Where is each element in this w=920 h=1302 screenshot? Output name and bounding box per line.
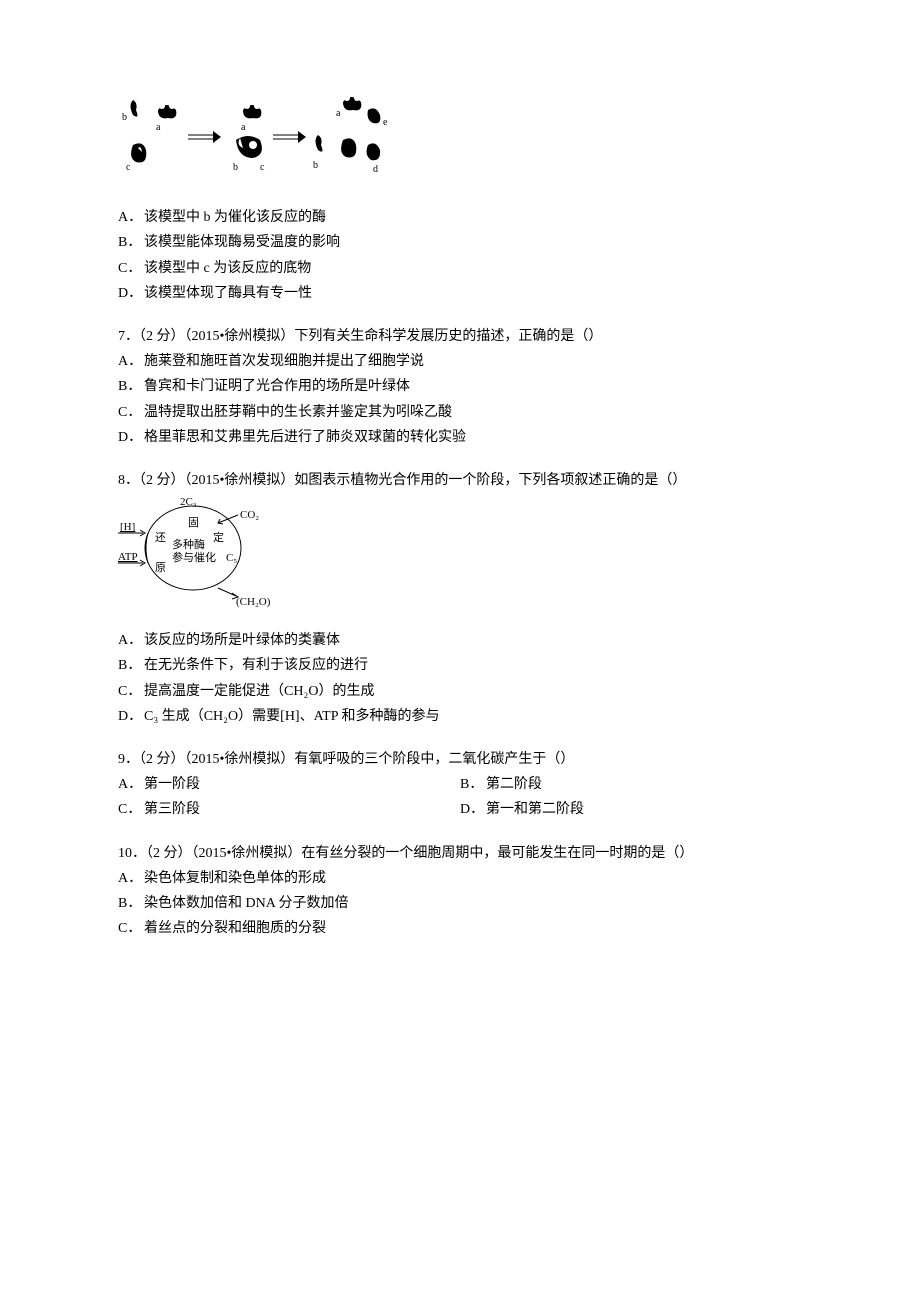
q6-option-c: C． 该模型中 c 为该反应的底物 — [118, 256, 802, 281]
svg-text:CO₂: CO₂ — [240, 509, 259, 521]
svg-text:a: a — [156, 122, 161, 133]
q8-option-b: B． 在无光条件下，有利于该反应的进行 — [118, 653, 802, 678]
option-letter: D． — [118, 425, 144, 450]
svg-text:ATP: ATP — [118, 551, 138, 563]
option-text: 第一阶段 — [144, 772, 460, 797]
svg-text:原: 原 — [155, 562, 166, 574]
svg-text:b: b — [233, 162, 238, 173]
q9-option-b: B． 第二阶段 — [460, 772, 802, 797]
q9-stem: 9．（2 分）（2015•徐州模拟）有氧呼吸的三个阶段中，二氧化碳产生于（） — [118, 747, 802, 772]
option-text: 格里菲思和艾弗里先后进行了肺炎双球菌的转化实验 — [144, 425, 802, 450]
option-text: 该模型能体现酶易受温度的影响 — [144, 230, 802, 255]
q7-option-d: D． 格里菲思和艾弗里先后进行了肺炎双球菌的转化实验 — [118, 425, 802, 450]
option-text: 第二阶段 — [486, 772, 802, 797]
option-letter: B． — [460, 772, 486, 797]
svg-text:2C₃: 2C₃ — [180, 496, 197, 508]
svg-text:a: a — [336, 108, 341, 119]
option-text: 在无光条件下，有利于该反应的进行 — [144, 653, 802, 678]
q6-option-d: D． 该模型体现了酶具有专一性 — [118, 281, 802, 306]
svg-text:定: 定 — [213, 530, 224, 544]
option-text: 鲁宾和卡门证明了光合作用的场所是叶绿体 — [144, 374, 802, 399]
option-letter: C． — [118, 400, 144, 425]
option-letter: A． — [118, 772, 144, 797]
option-text: C₃ 生成（CH₂O）需要[H]、ATP 和多种酶的参与 — [144, 704, 802, 729]
option-text: 温特提取出胚芽鞘中的生长素并鉴定其为吲哚乙酸 — [144, 400, 802, 425]
document-page: b a c a — [0, 0, 920, 1302]
q6-option-b: B． 该模型能体现酶易受温度的影响 — [118, 230, 802, 255]
option-letter: C． — [118, 256, 144, 281]
option-letter: A． — [118, 628, 144, 653]
svg-text:(CH₂O): (CH₂O) — [236, 596, 271, 608]
option-letter: D． — [118, 281, 144, 306]
q7-block: 7．（2 分）（2015•徐州模拟）下列有关生命科学发展历史的描述，正确的是（）… — [118, 324, 802, 450]
q7-option-c: C． 温特提取出胚芽鞘中的生长素并鉴定其为吲哚乙酸 — [118, 400, 802, 425]
option-text: 第一和第二阶段 — [486, 797, 802, 822]
option-letter: A． — [118, 349, 144, 374]
q10-option-b: B． 染色体数加倍和 DNA 分子数加倍 — [118, 891, 802, 916]
q7-option-a: A． 施莱登和施旺首次发现细胞并提出了细胞学说 — [118, 349, 802, 374]
option-letter: B． — [118, 230, 144, 255]
q8-option-a: A． 该反应的场所是叶绿体的类囊体 — [118, 628, 802, 653]
option-text: 第三阶段 — [144, 797, 460, 822]
svg-text:d: d — [373, 164, 378, 175]
option-letter: B． — [118, 374, 144, 399]
option-text: 施莱登和施旺首次发现细胞并提出了细胞学说 — [144, 349, 802, 374]
q8-photosynthesis-diagram: 2C₃ CO₂ 固 定 [H] 还 多种酶 参与催化 ATP 原 C₅ (CH₂ — [118, 493, 802, 622]
q8-stem: 8．（2 分）（2015•徐州模拟）如图表示植物光合作用的一个阶段，下列各项叙述… — [118, 468, 802, 493]
q9-block: 9．（2 分）（2015•徐州模拟）有氧呼吸的三个阶段中，二氧化碳产生于（） A… — [118, 747, 802, 823]
option-text: 着丝点的分裂和细胞质的分裂 — [144, 916, 802, 941]
option-letter: B． — [118, 891, 144, 916]
option-letter: A． — [118, 866, 144, 891]
q9-row1: A． 第一阶段 B． 第二阶段 — [118, 772, 802, 797]
q9-row2: C． 第三阶段 D． 第一和第二阶段 — [118, 797, 802, 822]
option-text: 该反应的场所是叶绿体的类囊体 — [144, 628, 802, 653]
option-letter: D． — [460, 797, 486, 822]
option-letter: C． — [118, 679, 144, 704]
q8-block: 8．（2 分）（2015•徐州模拟）如图表示植物光合作用的一个阶段，下列各项叙述… — [118, 468, 802, 729]
svg-text:C₅: C₅ — [226, 552, 237, 564]
photosyn-svg: 2C₃ CO₂ 固 定 [H] 还 多种酶 参与催化 ATP 原 C₅ (CH₂ — [118, 493, 278, 613]
option-text: 染色体数加倍和 DNA 分子数加倍 — [144, 891, 802, 916]
option-text: 提高温度一定能促进（CH₂O）的生成 — [144, 679, 802, 704]
q6-enzyme-diagram: b a c a — [118, 90, 802, 199]
svg-text:b: b — [122, 112, 127, 123]
option-text: 染色体复制和染色单体的形成 — [144, 866, 802, 891]
q9-option-d: D． 第一和第二阶段 — [460, 797, 802, 822]
q9-option-a: A． 第一阶段 — [118, 772, 460, 797]
svg-text:a: a — [241, 122, 246, 133]
q10-option-a: A． 染色体复制和染色单体的形成 — [118, 866, 802, 891]
svg-text:e: e — [383, 117, 388, 128]
q10-block: 10．（2 分）（2015•徐州模拟）在有丝分裂的一个细胞周期中，最可能发生在同… — [118, 841, 802, 942]
q6-option-a: A． 该模型中 b 为催化该反应的酶 — [118, 205, 802, 230]
q10-stem: 10．（2 分）（2015•徐州模拟）在有丝分裂的一个细胞周期中，最可能发生在同… — [118, 841, 802, 866]
svg-text:b: b — [313, 160, 318, 171]
q9-option-c: C． 第三阶段 — [118, 797, 460, 822]
option-text: 该模型中 b 为催化该反应的酶 — [144, 205, 802, 230]
option-letter: C． — [118, 797, 144, 822]
svg-text:多种酶: 多种酶 — [172, 537, 205, 551]
option-letter: C． — [118, 916, 144, 941]
q8-option-c: C． 提高温度一定能促进（CH₂O）的生成 — [118, 679, 802, 704]
svg-text:还: 还 — [155, 531, 166, 544]
svg-text:[H]: [H] — [120, 521, 135, 533]
svg-text:参与催化: 参与催化 — [172, 550, 216, 564]
option-letter: A． — [118, 205, 144, 230]
option-letter: D． — [118, 704, 144, 729]
svg-text:c: c — [260, 162, 265, 173]
option-letter: B． — [118, 653, 144, 678]
q7-option-b: B． 鲁宾和卡门证明了光合作用的场所是叶绿体 — [118, 374, 802, 399]
svg-text:固: 固 — [188, 516, 199, 529]
option-text: 该模型体现了酶具有专一性 — [144, 281, 802, 306]
q10-option-c: C． 着丝点的分裂和细胞质的分裂 — [118, 916, 802, 941]
option-text: 该模型中 c 为该反应的底物 — [144, 256, 802, 281]
q7-stem: 7．（2 分）（2015•徐州模拟）下列有关生命科学发展历史的描述，正确的是（） — [118, 324, 802, 349]
q8-option-d: D． C₃ 生成（CH₂O）需要[H]、ATP 和多种酶的参与 — [118, 704, 802, 729]
svg-text:c: c — [126, 162, 131, 173]
enzyme-svg: b a c a — [118, 90, 398, 190]
